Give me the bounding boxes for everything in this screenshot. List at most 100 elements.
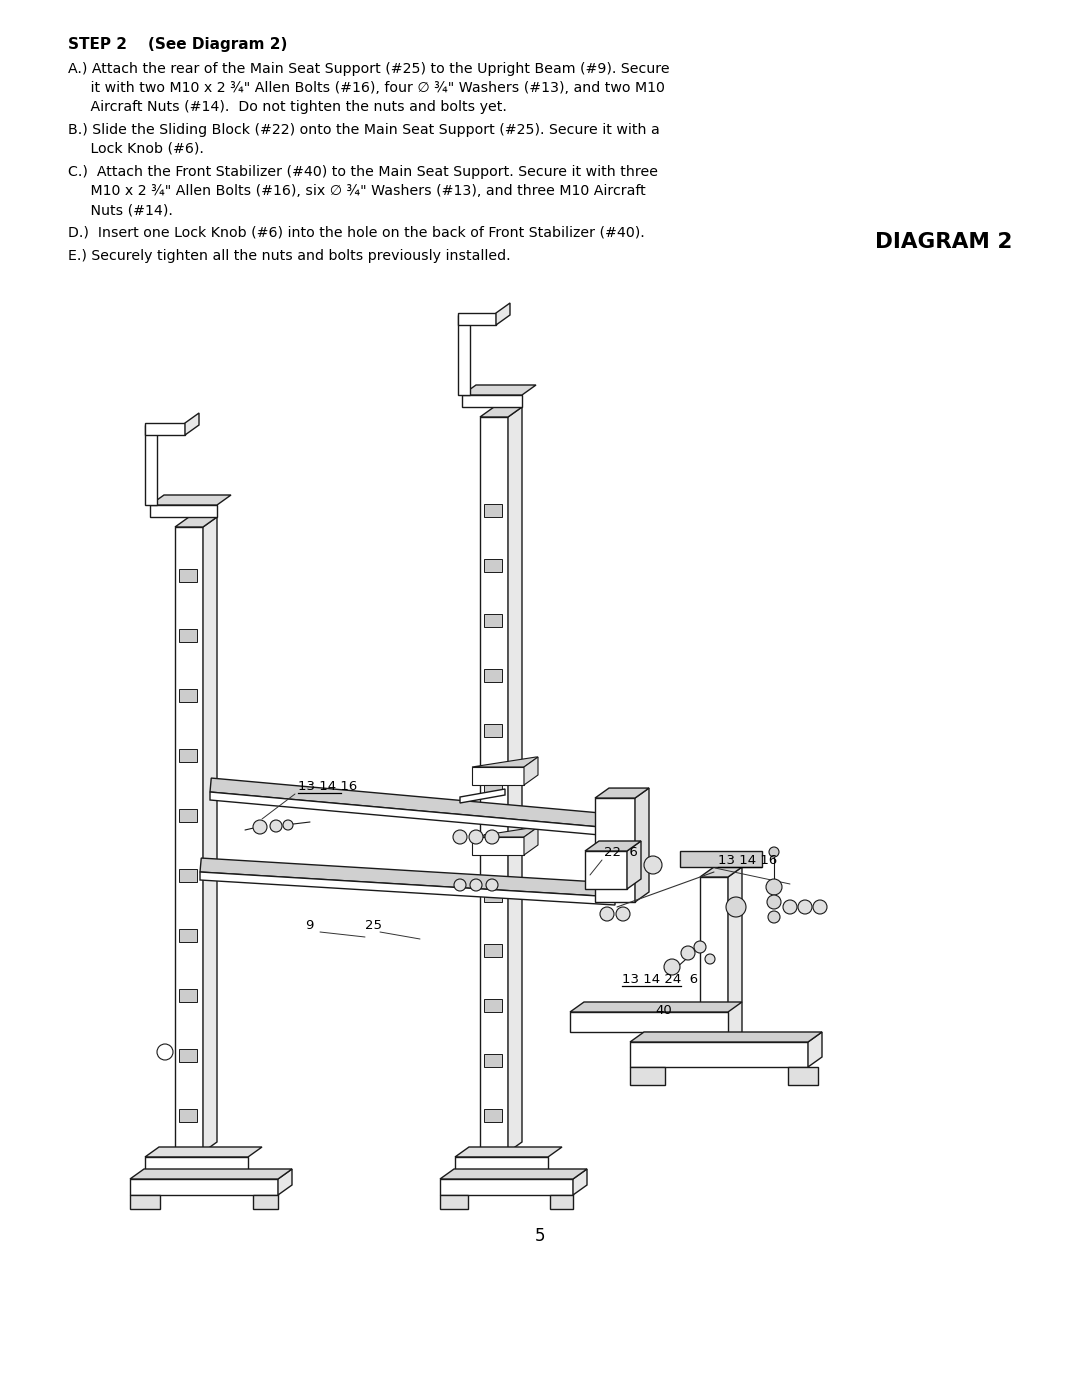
Polygon shape	[700, 877, 728, 1042]
Bar	[484, 999, 502, 1011]
Polygon shape	[210, 792, 600, 835]
Polygon shape	[700, 868, 742, 877]
Text: M10 x 2 ¾" Allen Bolts (#16), six ∅ ¾" Washers (#13), and three M10 Aircraft: M10 x 2 ¾" Allen Bolts (#16), six ∅ ¾" W…	[68, 184, 646, 198]
Text: 9: 9	[305, 919, 313, 932]
Text: 40: 40	[654, 1004, 672, 1017]
Bar	[179, 629, 197, 643]
Polygon shape	[472, 767, 524, 785]
Text: DIAGRAM 2: DIAGRAM 2	[875, 232, 1012, 251]
Bar	[179, 809, 197, 821]
Polygon shape	[573, 1169, 588, 1194]
Polygon shape	[458, 314, 470, 395]
Circle shape	[694, 942, 706, 953]
Polygon shape	[630, 1032, 822, 1042]
Circle shape	[453, 830, 467, 844]
Polygon shape	[524, 757, 538, 785]
Circle shape	[705, 954, 715, 964]
Polygon shape	[145, 1147, 262, 1157]
Polygon shape	[472, 827, 538, 837]
Circle shape	[813, 900, 827, 914]
Polygon shape	[185, 414, 199, 434]
Polygon shape	[130, 1194, 160, 1208]
Circle shape	[664, 958, 680, 975]
Polygon shape	[570, 1011, 728, 1032]
Circle shape	[486, 879, 498, 891]
Polygon shape	[585, 851, 627, 888]
Polygon shape	[440, 1169, 588, 1179]
Text: 25: 25	[365, 919, 382, 932]
Circle shape	[766, 879, 782, 895]
Bar	[484, 1053, 502, 1067]
Polygon shape	[130, 1169, 292, 1179]
Polygon shape	[200, 872, 615, 905]
Polygon shape	[175, 517, 217, 527]
Circle shape	[470, 879, 482, 891]
Circle shape	[454, 879, 465, 891]
Text: 13 14 16: 13 14 16	[298, 780, 357, 793]
Circle shape	[768, 911, 780, 923]
Circle shape	[283, 820, 293, 830]
Polygon shape	[524, 827, 538, 855]
Text: D.)  Insert one Lock Knob (#6) into the hole on the back of Front Stabilizer (#4: D.) Insert one Lock Knob (#6) into the h…	[68, 226, 645, 240]
Polygon shape	[175, 527, 203, 1153]
Polygon shape	[278, 1169, 292, 1194]
Text: Aircraft Nuts (#14).  Do not tighten the nuts and bolts yet.: Aircraft Nuts (#14). Do not tighten the …	[68, 101, 507, 115]
Bar	[179, 929, 197, 942]
Circle shape	[726, 897, 746, 916]
Bar	[484, 559, 502, 571]
Circle shape	[485, 830, 499, 844]
Text: B.) Slide the Sliding Block (#22) onto the Main Seat Support (#25). Secure it wi: B.) Slide the Sliding Block (#22) onto t…	[68, 123, 660, 137]
Text: 13 14 24  6: 13 14 24 6	[622, 972, 698, 986]
Text: C.)  Attach the Front Stabilizer (#40) to the Main Seat Support. Secure it with : C.) Attach the Front Stabilizer (#40) to…	[68, 165, 658, 179]
Bar	[484, 615, 502, 627]
Bar	[603, 869, 621, 887]
Circle shape	[767, 895, 781, 909]
Bar	[179, 869, 197, 882]
Polygon shape	[458, 313, 496, 326]
Circle shape	[616, 907, 630, 921]
Circle shape	[644, 856, 662, 875]
Polygon shape	[595, 788, 649, 798]
Bar	[484, 834, 502, 847]
Text: 22  6: 22 6	[604, 847, 638, 859]
Circle shape	[253, 820, 267, 834]
Polygon shape	[455, 1147, 562, 1157]
Polygon shape	[150, 495, 231, 504]
Text: A.) Attach the rear of the Main Seat Support (#25) to the Upright Beam (#9). Sec: A.) Attach the rear of the Main Seat Sup…	[68, 61, 670, 75]
Text: STEP 2    (See Diagram 2): STEP 2 (See Diagram 2)	[68, 36, 287, 52]
Circle shape	[157, 1044, 173, 1060]
Polygon shape	[200, 858, 617, 897]
Circle shape	[783, 900, 797, 914]
Polygon shape	[595, 798, 635, 902]
Bar	[179, 1109, 197, 1122]
Polygon shape	[630, 1042, 808, 1067]
Polygon shape	[462, 386, 536, 395]
Bar	[179, 689, 197, 703]
Text: Lock Knob (#6).: Lock Knob (#6).	[68, 142, 204, 156]
Polygon shape	[680, 851, 762, 868]
Bar	[484, 504, 502, 517]
Circle shape	[798, 900, 812, 914]
Polygon shape	[585, 841, 642, 851]
Polygon shape	[145, 1157, 248, 1179]
Polygon shape	[621, 859, 635, 887]
Polygon shape	[472, 757, 538, 767]
Text: it with two M10 x 2 ¾" Allen Bolts (#16), four ∅ ¾" Washers (#13), and two M10: it with two M10 x 2 ¾" Allen Bolts (#16)…	[68, 81, 665, 95]
Bar	[179, 1049, 197, 1062]
Polygon shape	[508, 407, 522, 1153]
Bar	[484, 888, 502, 902]
Polygon shape	[728, 868, 742, 1042]
Bar	[179, 989, 197, 1002]
Bar	[179, 569, 197, 583]
Polygon shape	[462, 395, 522, 407]
Polygon shape	[440, 1179, 573, 1194]
Polygon shape	[145, 425, 157, 504]
Circle shape	[600, 907, 615, 921]
Bar	[484, 669, 502, 682]
Polygon shape	[550, 1194, 573, 1208]
Bar	[484, 944, 502, 957]
Polygon shape	[210, 778, 602, 827]
Polygon shape	[496, 303, 510, 326]
Circle shape	[769, 847, 779, 856]
Bar	[179, 749, 197, 761]
